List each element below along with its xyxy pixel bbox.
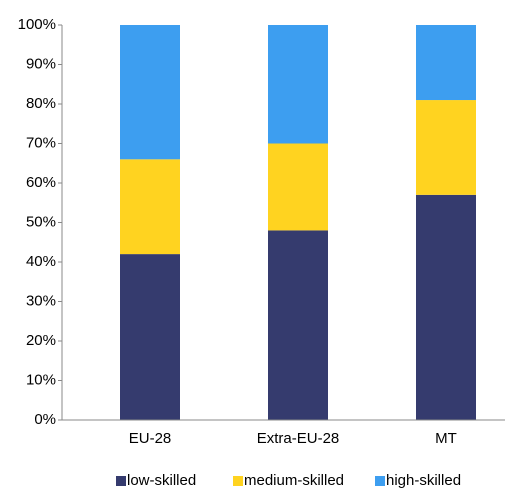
bar-segment bbox=[416, 25, 476, 101]
bar-segment bbox=[416, 100, 476, 195]
y-tick-label: 20% bbox=[26, 332, 56, 349]
legend-label: high-skilled bbox=[386, 472, 461, 489]
y-tick-label: 70% bbox=[26, 134, 56, 151]
legend-swatch bbox=[375, 476, 385, 486]
y-tick-label: 30% bbox=[26, 292, 56, 309]
legend-swatch bbox=[116, 476, 126, 486]
bar-segment bbox=[120, 254, 180, 420]
bar-segment bbox=[268, 230, 328, 420]
x-tick-label: MT bbox=[435, 430, 457, 447]
bar-segment bbox=[268, 25, 328, 144]
y-tick-label: 0% bbox=[34, 411, 56, 428]
bar-segment bbox=[120, 25, 180, 160]
legend-swatch bbox=[233, 476, 243, 486]
bar-segment bbox=[268, 143, 328, 231]
y-tick-label: 60% bbox=[26, 174, 56, 191]
y-tick-label: 100% bbox=[18, 16, 56, 33]
y-tick-label: 10% bbox=[26, 371, 56, 388]
legend-label: low-skilled bbox=[127, 472, 196, 489]
x-tick-label: Extra-EU-28 bbox=[257, 430, 340, 447]
y-tick-label: 80% bbox=[26, 95, 56, 112]
x-tick-label: EU-28 bbox=[129, 430, 172, 447]
y-tick-label: 90% bbox=[26, 55, 56, 72]
bar-segment bbox=[120, 159, 180, 255]
y-tick-label: 50% bbox=[26, 213, 56, 230]
y-tick-label: 40% bbox=[26, 253, 56, 270]
legend-label: medium-skilled bbox=[244, 472, 344, 489]
bar-segment bbox=[416, 194, 476, 420]
